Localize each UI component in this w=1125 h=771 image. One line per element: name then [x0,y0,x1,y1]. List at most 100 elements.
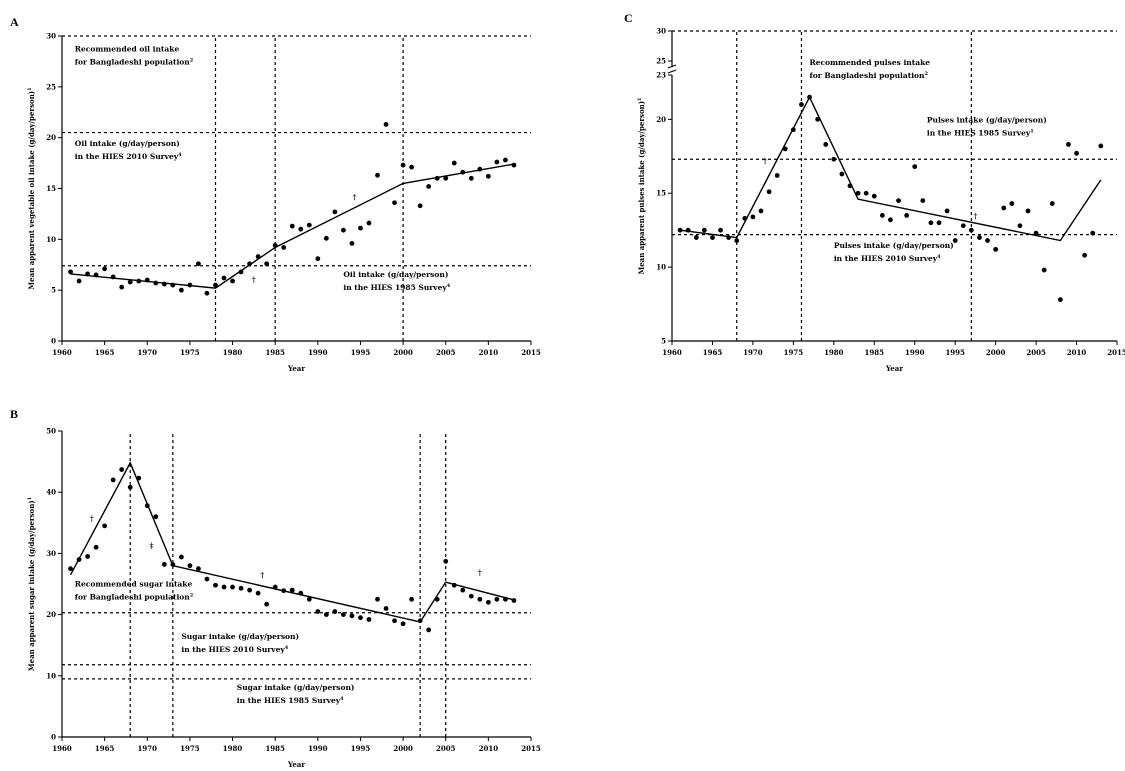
data-point [1090,230,1096,236]
data-point [375,172,380,178]
y-tick-label: 10 [46,671,56,680]
data-point [677,227,683,233]
annotation-text: in the HIES 2010 Survey4 [75,152,182,161]
data-point [272,243,278,248]
data-point [685,227,691,233]
x-tick-label: 1960 [52,744,72,753]
y-axis-title-superscript: 1 [637,97,643,100]
y-tick-label: 10 [656,263,666,272]
data-point [451,160,457,166]
x-tick-label: 2015 [1107,348,1125,357]
data-point [409,164,415,170]
significance-marker: ‡ [150,541,154,550]
annotation-text: Pulses intake (g/day/person) [927,115,1047,124]
annotation-text: Recommended pulses intake [810,58,931,67]
data-point [76,557,82,562]
annotation-superscript: 4 [937,254,941,260]
data-point [68,269,73,275]
data-point [460,587,466,593]
annotation-line: in the HIES 1985 Survey [927,128,1031,137]
annotation-text: in the HIES 2010 Survey4 [181,645,288,654]
data-point [383,606,389,611]
y-tick-label: 10 [46,235,56,244]
y-tick-label: 30 [656,27,666,36]
annotation-text: Recommended sugar intake [75,579,193,588]
y-axis-title-superscript: 1 [27,87,33,90]
x-tick-label: 2005 [436,348,456,357]
data-point [298,226,304,232]
x-tick-label: 1990 [308,348,328,357]
data-point [1017,223,1023,229]
data-point [136,475,142,481]
data-point [170,562,176,567]
data-point [494,159,500,165]
data-point [928,220,934,226]
data-point [85,554,90,559]
y-tick-label: 5 [661,337,666,346]
data-point [485,599,491,605]
x-tick-label: 1965 [95,348,115,357]
data-point [790,127,796,133]
data-point [93,544,99,550]
data-point [742,215,748,221]
data-point [264,601,270,607]
data-point [127,484,133,490]
data-point [774,173,780,178]
data-point [247,587,253,593]
data-point [494,596,500,602]
data-point [332,609,338,614]
panel-label: C [624,11,633,25]
data-point [170,282,176,288]
data-point [503,157,508,163]
significance-marker: † [973,211,977,220]
y-tick-label: 15 [46,184,56,193]
panel-c-pulses-chart: C 1960 1965 1970 1975 1980 1985 1990 1995 2000 200… [624,11,1125,373]
data-point [443,175,449,181]
data-point [782,146,788,152]
data-point [726,235,732,240]
annotation-text: in the HIES 1985 Survey4 [343,283,450,292]
data-point [144,277,150,283]
annotation-line: Oil intake (g/day/person) [75,139,180,148]
data-point [468,175,474,181]
data-point [332,209,338,215]
annotation-text: Sugar intake (g/day/person) [181,632,299,641]
data-point [213,582,218,588]
annotation-text: Recommended oil intake [75,44,180,53]
data-point [807,94,812,100]
data-point [204,290,210,296]
x-tick-label: 2010 [479,348,499,357]
x-tick-label: 1975 [180,348,200,357]
data-point [1025,208,1031,214]
data-point [119,467,125,472]
y-tick-label: 50 [46,427,56,436]
x-tick-label: 1980 [223,744,243,753]
data-point [392,618,397,624]
data-point [839,171,845,177]
data-point [315,256,321,262]
y-tick-label: 0 [51,733,56,742]
y-axis-break-mark [667,64,677,69]
data-point [349,613,355,619]
data-point [238,585,244,591]
data-point [511,162,517,168]
data-point [451,582,457,588]
annotation-superscript: 4 [285,645,289,651]
annotation-line: in the HIES 2010 Survey [75,152,179,161]
y-tick-label: 23 [656,71,666,80]
x-tick-label: 1995 [351,348,371,357]
data-point [306,596,312,602]
data-point [110,274,116,280]
data-point [734,238,740,243]
data-point [255,254,261,260]
y-axis-title-text: Mean apparent sugar intake (g/day/person… [27,500,36,671]
panel-label: B [10,407,18,421]
data-point [710,235,715,240]
data-point [863,190,869,196]
annotation-text: Sugar intake (g/day/person) [237,683,355,692]
data-point [993,246,999,252]
data-point [221,584,227,590]
y-tick-label: 20 [46,610,56,619]
